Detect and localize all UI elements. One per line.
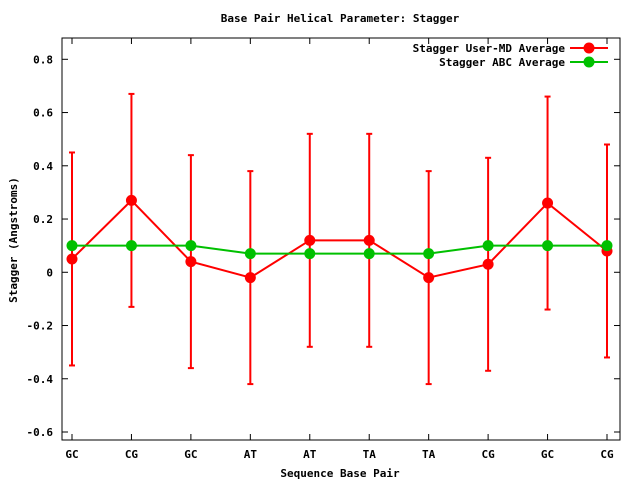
x-tick-label: CG	[125, 448, 139, 461]
legend-swatch-marker	[583, 42, 595, 54]
y-axis: -0.6 -0.4 -0.2 0 0.2 0.4 0.6 0.8	[27, 53, 620, 439]
series-line	[71, 198, 608, 279]
data-point	[244, 272, 256, 284]
series-line	[72, 244, 607, 255]
y-tick-label: 0.4	[33, 160, 53, 173]
data-point	[125, 240, 137, 252]
data-point	[542, 240, 554, 252]
data-point	[185, 256, 197, 268]
data-point	[125, 194, 137, 206]
y-tick-label: -0.6	[27, 426, 54, 439]
y-tick-label: -0.2	[27, 320, 54, 333]
data-point	[66, 240, 78, 252]
x-tick-label: GC	[65, 448, 78, 461]
x-axis: GC CG GC AT AT TA TA CG GC CG	[65, 38, 614, 461]
data-point	[601, 240, 613, 252]
legend-swatch-marker	[583, 56, 595, 68]
data-point	[304, 234, 316, 246]
series-layer	[66, 92, 613, 386]
data-point	[185, 240, 197, 252]
x-tick-label: TA	[422, 448, 436, 461]
data-point	[363, 248, 375, 260]
y-tick-label: 0.2	[33, 213, 53, 226]
y-tick-label: 0	[46, 266, 53, 279]
plot-area-frame	[61, 37, 621, 441]
legend-label: Stagger User-MD Average	[413, 42, 566, 55]
data-point	[542, 197, 554, 209]
y-tick-label: 0.8	[33, 53, 53, 66]
chart-title: Base Pair Helical Parameter: Stagger	[221, 12, 460, 25]
data-point	[244, 248, 256, 260]
y-tick-label: 0.6	[33, 107, 53, 120]
legend-label: Stagger ABC Average	[439, 56, 565, 69]
series-1	[66, 194, 613, 284]
error-bars-series-1	[69, 92, 610, 386]
x-tick-label: TA	[363, 448, 377, 461]
data-point	[423, 272, 435, 284]
x-tick-label: CG	[481, 448, 495, 461]
data-point	[423, 248, 435, 260]
y-tick-label: -0.4	[27, 373, 54, 386]
x-tick-label: CG	[600, 448, 614, 461]
data-point	[482, 240, 494, 252]
data-point	[482, 258, 494, 270]
x-tick-label: AT	[244, 448, 258, 461]
series-2	[66, 240, 613, 260]
x-axis-label: Sequence Base Pair	[280, 467, 400, 480]
data-point	[363, 234, 375, 246]
data-point	[304, 248, 316, 260]
y-axis-label: Stagger (Angstroms)	[7, 177, 20, 303]
data-point	[66, 253, 78, 265]
x-tick-label: AT	[303, 448, 317, 461]
x-tick-label: GC	[184, 448, 197, 461]
x-tick-label: GC	[541, 448, 554, 461]
